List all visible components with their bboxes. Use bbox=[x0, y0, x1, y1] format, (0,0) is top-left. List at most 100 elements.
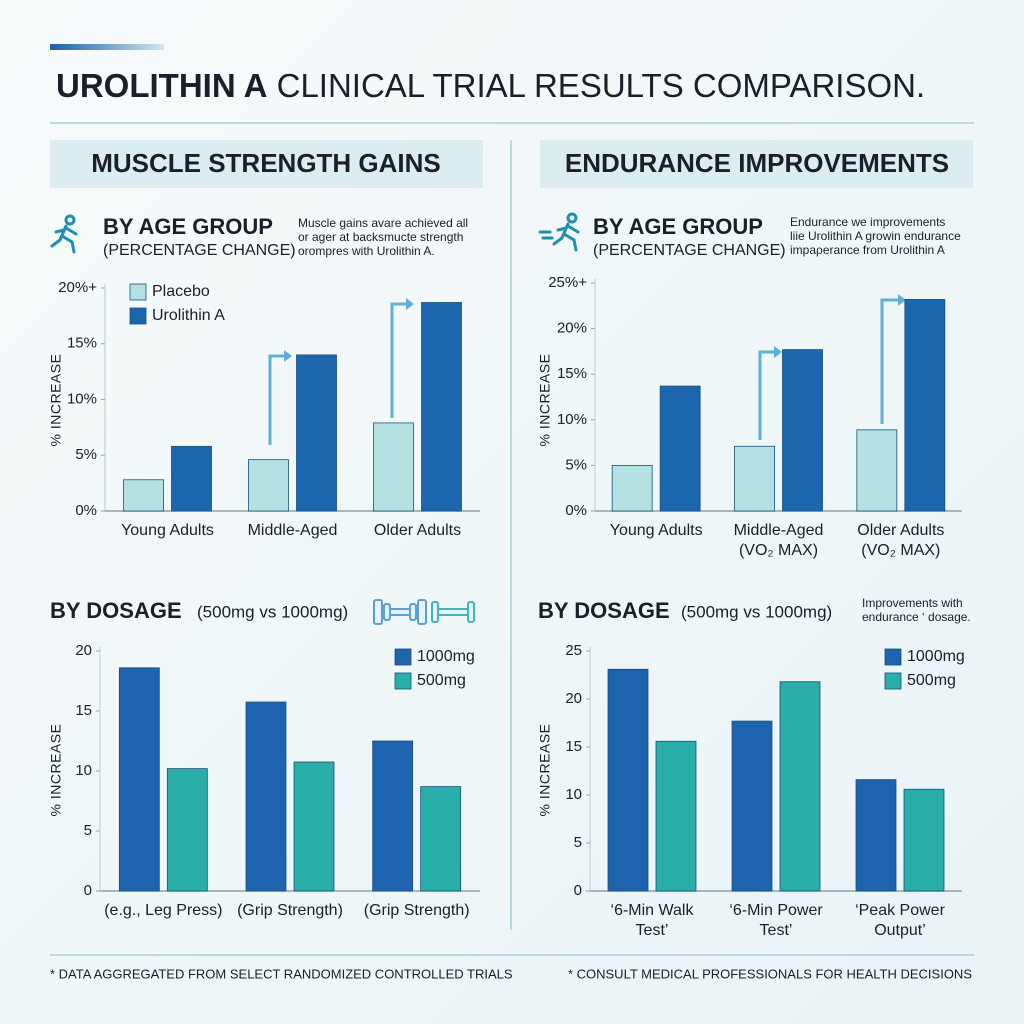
y-axis-label: % INCREASE bbox=[48, 724, 64, 817]
bar bbox=[607, 668, 649, 892]
legend-swatch bbox=[884, 648, 902, 666]
bar bbox=[856, 429, 898, 512]
chart-subtitle: BY DOSAGE bbox=[538, 598, 670, 623]
y-axis-label: % INCREASE bbox=[537, 354, 553, 447]
y-tick-label: 25 bbox=[565, 642, 582, 659]
chart-subtitle-detail: (PERCENTAGE CHANGE) bbox=[103, 242, 296, 259]
y-tick-label: 0% bbox=[565, 502, 587, 519]
bar bbox=[904, 299, 946, 512]
x-tick-label: ‘6-Min Power Test’ bbox=[729, 902, 823, 939]
y-axis-label: % INCREASE bbox=[48, 354, 64, 447]
y-axis-label: % INCREASE bbox=[537, 724, 553, 817]
main-title-bold: UROLITHIN A bbox=[56, 67, 267, 104]
y-tick-label: 5% bbox=[565, 456, 587, 473]
x-tick-label: ‘6-Min Walk Test’ bbox=[611, 902, 695, 939]
legend-label: 500mg bbox=[417, 672, 466, 689]
y-tick-label: 25%+ bbox=[548, 274, 587, 291]
chart-subtitle-detail: (PERCENTAGE CHANGE) bbox=[593, 242, 786, 259]
y-tick-label: 20 bbox=[75, 642, 92, 659]
bar bbox=[123, 479, 164, 512]
chart-subtitle-detail: (500mg vs 1000mg) bbox=[681, 602, 832, 621]
legend-label: 1000mg bbox=[417, 648, 475, 665]
legend-swatch bbox=[129, 307, 147, 325]
y-tick-label: 20 bbox=[565, 690, 582, 707]
y-tick-label: 5% bbox=[75, 446, 97, 463]
legend-swatch bbox=[394, 672, 412, 690]
bar bbox=[659, 385, 701, 512]
main-title: UROLITHIN A CLINICAL TRIAL RESULTS COMPA… bbox=[56, 67, 925, 104]
x-tick-label: Young Adults bbox=[610, 522, 703, 539]
section-header: MUSCLE STRENGTH GAINS bbox=[91, 148, 441, 178]
section-header-box bbox=[50, 140, 483, 188]
dumbbell-icon bbox=[373, 599, 475, 625]
legend-label: 1000mg bbox=[907, 648, 965, 665]
bar bbox=[245, 701, 287, 892]
chart-note: Endurance we improvements liie Urolithin … bbox=[790, 215, 961, 257]
bar bbox=[372, 740, 414, 892]
runner-icon bbox=[538, 212, 580, 252]
y-tick-label: 15% bbox=[67, 335, 97, 352]
accent-bar bbox=[50, 44, 164, 50]
bar bbox=[782, 349, 823, 512]
chart-subtitle: BY AGE GROUP bbox=[593, 214, 763, 239]
main-title-rest: CLINICAL TRIAL RESULTS COMPARISON. bbox=[277, 67, 926, 104]
bar bbox=[420, 786, 462, 892]
x-tick-label: Middle-Aged (VO₂ MAX) bbox=[734, 522, 824, 559]
footnote: * CONSULT MEDICAL PROFESSIONALS FOR HEAL… bbox=[568, 966, 972, 981]
footnote: * DATA AGGREGATED FROM SELECT RANDOMIZED… bbox=[50, 966, 513, 981]
y-tick-label: 0% bbox=[75, 502, 97, 519]
x-tick-label: (Grip Strength) bbox=[364, 902, 470, 919]
bar bbox=[655, 740, 697, 892]
y-tick-label: 20% bbox=[557, 320, 587, 337]
y-tick-label: 20%+ bbox=[58, 279, 97, 296]
x-tick-label: ‘Peak Power Output’ bbox=[855, 902, 945, 939]
bar bbox=[296, 354, 337, 512]
y-tick-label: 10 bbox=[75, 762, 92, 779]
bar bbox=[171, 445, 212, 512]
x-tick-label: (Grip Strength) bbox=[237, 902, 343, 919]
y-tick-label: 10% bbox=[67, 390, 97, 407]
y-tick-label: 5 bbox=[574, 834, 582, 851]
bar bbox=[293, 761, 335, 892]
legend-label: Urolithin A bbox=[152, 307, 225, 324]
y-tick-label: 15 bbox=[75, 702, 92, 719]
legend-label: 500mg bbox=[907, 672, 956, 689]
bar bbox=[855, 779, 897, 892]
x-tick-label: Older Adults (VO₂ MAX) bbox=[857, 522, 944, 559]
legend-label: Placebo bbox=[152, 283, 210, 300]
trend-arrow bbox=[268, 298, 898, 445]
chart-subtitle: BY DOSAGE bbox=[50, 598, 182, 623]
legend-swatch bbox=[129, 283, 147, 301]
legend-swatch bbox=[394, 648, 412, 666]
y-tick-label: 0 bbox=[574, 882, 582, 899]
bar bbox=[734, 445, 775, 512]
chart-subtitle-detail: (500mg vs 1000mg) bbox=[197, 602, 348, 621]
y-tick-label: 0 bbox=[84, 882, 92, 899]
bar bbox=[903, 788, 945, 892]
section-header: ENDURANCE IMPROVEMENTS bbox=[565, 148, 949, 178]
arrow-head bbox=[284, 294, 906, 362]
section-header-box bbox=[540, 140, 973, 188]
y-tick-label: 5 bbox=[84, 822, 92, 839]
x-tick-label: Young Adults bbox=[121, 522, 214, 539]
y-tick-label: 15 bbox=[565, 738, 582, 755]
chart-note: Improvements with endurance ‘ dosage. bbox=[862, 596, 971, 624]
bar bbox=[611, 464, 653, 512]
bar bbox=[118, 667, 160, 892]
y-tick-label: 10% bbox=[557, 411, 587, 428]
y-tick-label: 15% bbox=[557, 365, 587, 382]
bar bbox=[166, 768, 208, 892]
bar bbox=[779, 681, 821, 892]
x-tick-label: Older Adults bbox=[374, 522, 461, 539]
chart-note: Muscle gains avare achieved all or ager a… bbox=[298, 216, 468, 258]
chart-subtitle: BY AGE GROUP bbox=[103, 214, 273, 239]
x-tick-label: (e.g., Leg Press) bbox=[104, 902, 222, 919]
bar bbox=[248, 459, 289, 512]
bar bbox=[731, 720, 773, 892]
x-tick-label: Middle-Aged bbox=[248, 522, 338, 539]
legend-swatch bbox=[884, 672, 902, 690]
y-tick-label: 10 bbox=[565, 786, 582, 803]
runner-icon bbox=[50, 214, 78, 254]
